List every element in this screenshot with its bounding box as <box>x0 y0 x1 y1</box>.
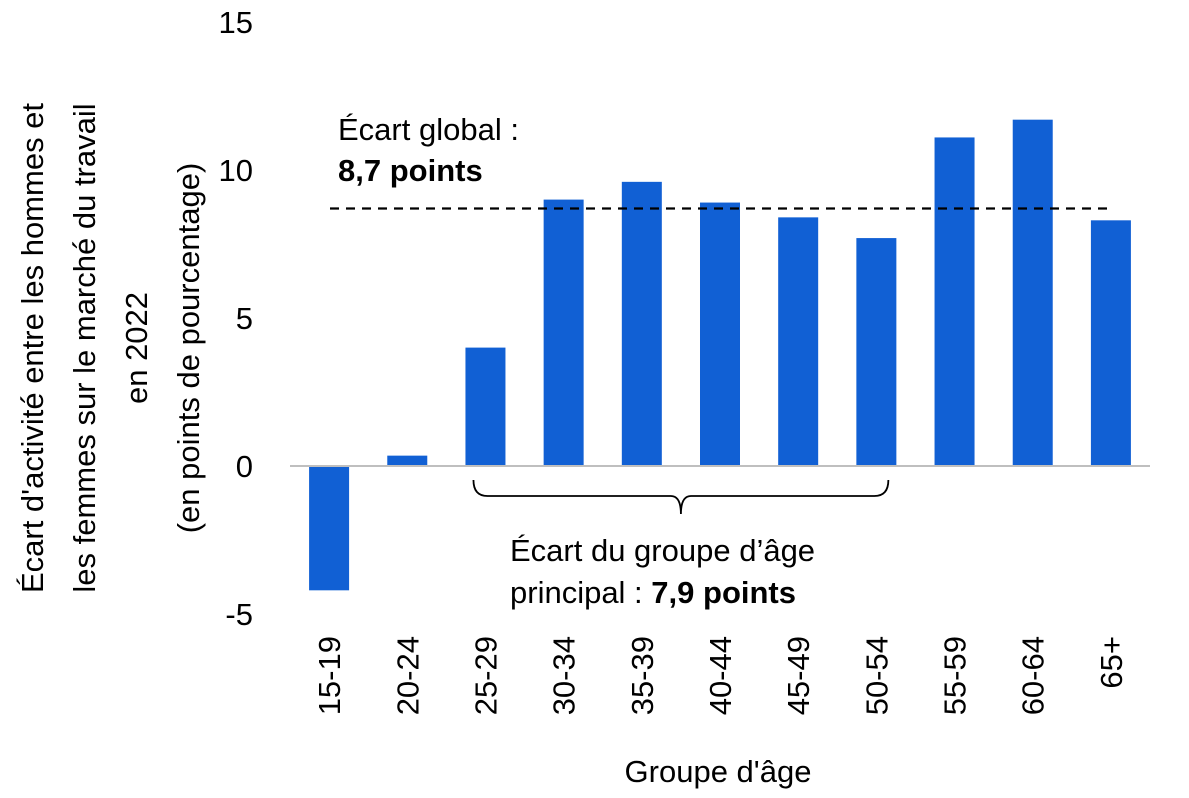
bar <box>309 466 350 591</box>
x-tick-label: 60-64 <box>1016 636 1051 715</box>
core-age-bracket <box>472 479 890 515</box>
x-tick-label: 30-34 <box>547 636 582 715</box>
y-tick-label: 5 <box>236 301 253 336</box>
x-tick-label: 50-54 <box>859 636 894 715</box>
y-axis-title-line-4: (en points de pourcentage) <box>171 163 206 534</box>
bar <box>543 199 584 466</box>
bar <box>621 181 662 466</box>
x-tick-label: 20-24 <box>390 636 425 715</box>
x-axis-title: Groupe d'âge <box>625 754 812 789</box>
core-age-gap-label: Écart du groupe d’âge <box>510 533 815 568</box>
y-tick-label: 10 <box>219 153 253 188</box>
x-tick-label: 35-39 <box>625 636 660 715</box>
overall-gap-value: 8,7 points <box>338 153 483 188</box>
x-tick-label: 40-44 <box>703 636 738 715</box>
overall-gap-label: Écart global : <box>338 112 519 147</box>
y-axis-title: Écart d'activité entre les hommes et les… <box>15 103 206 593</box>
y-axis-title-line-2: les femmes sur le marché du travail <box>67 103 102 592</box>
bar <box>700 202 740 466</box>
y-axis-title-line-1: Écart d'activité entre les hommes et <box>15 103 50 593</box>
bar <box>387 455 428 466</box>
x-tick-label: 65+ <box>1094 636 1129 689</box>
bar <box>1012 119 1053 467</box>
y-tick-label: 15 <box>219 5 253 40</box>
x-tick-label: 25-29 <box>468 636 503 715</box>
bar <box>856 238 897 466</box>
y-tick-label: -5 <box>225 597 253 632</box>
y-axis-title-line-3: en 2022 <box>119 292 154 404</box>
bars <box>309 119 1131 591</box>
x-tick-label: 15-19 <box>312 636 347 715</box>
y-tick-labels: 15 10 5 0 -5 <box>219 5 253 632</box>
bar <box>1090 220 1131 466</box>
core-age-gap-bold: 7,9 points <box>651 575 796 610</box>
bar <box>934 137 975 466</box>
bar <box>778 217 819 466</box>
x-tick-labels: 15-19 20-24 25-29 30-34 35-39 40-44 45-49 50-54… <box>312 636 1129 715</box>
core-age-gap-prefix: principal : <box>510 575 651 610</box>
x-tick-label: 55-59 <box>938 636 973 715</box>
x-tick-label: 45-49 <box>781 636 816 715</box>
y-tick-label: 0 <box>236 449 253 484</box>
bar <box>465 347 506 466</box>
core-age-gap-value: principal : 7,9 points <box>510 575 796 610</box>
